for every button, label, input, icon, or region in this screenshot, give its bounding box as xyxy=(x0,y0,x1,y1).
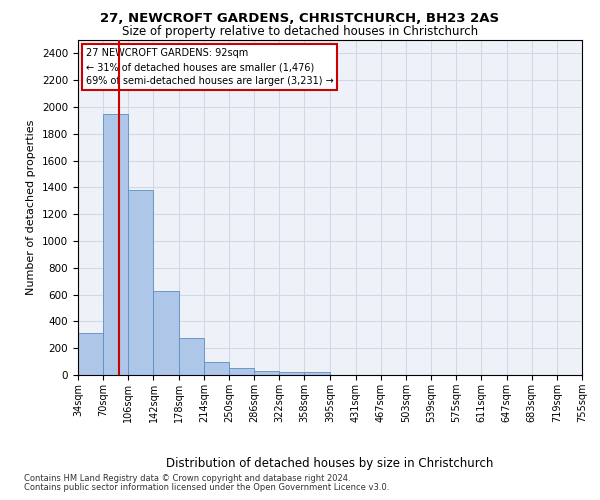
Y-axis label: Number of detached properties: Number of detached properties xyxy=(26,120,37,295)
Text: 27, NEWCROFT GARDENS, CHRISTCHURCH, BH23 2AS: 27, NEWCROFT GARDENS, CHRISTCHURCH, BH23… xyxy=(100,12,500,26)
Text: Distribution of detached houses by size in Christchurch: Distribution of detached houses by size … xyxy=(166,458,494,470)
Bar xyxy=(78,333,103,375)
Text: Size of property relative to detached houses in Christchurch: Size of property relative to detached ho… xyxy=(122,25,478,38)
Text: Contains public sector information licensed under the Open Government Licence v3: Contains public sector information licen… xyxy=(24,484,389,492)
Bar xyxy=(179,338,204,375)
Bar xyxy=(280,372,304,375)
Bar xyxy=(103,114,128,375)
Bar xyxy=(128,190,154,375)
Bar xyxy=(304,372,329,375)
Bar xyxy=(204,362,229,375)
Bar xyxy=(254,371,280,375)
Bar xyxy=(229,368,254,375)
Text: Contains HM Land Registry data © Crown copyright and database right 2024.: Contains HM Land Registry data © Crown c… xyxy=(24,474,350,483)
Text: 27 NEWCROFT GARDENS: 92sqm
← 31% of detached houses are smaller (1,476)
69% of s: 27 NEWCROFT GARDENS: 92sqm ← 31% of deta… xyxy=(86,48,334,86)
Bar xyxy=(154,290,179,375)
